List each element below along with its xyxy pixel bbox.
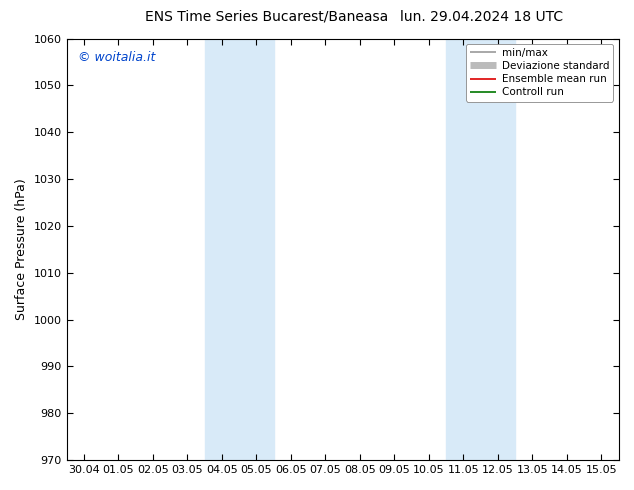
Text: ENS Time Series Bucarest/Baneasa: ENS Time Series Bucarest/Baneasa xyxy=(145,10,388,24)
Bar xyxy=(239,39,273,460)
Bar xyxy=(481,39,515,460)
Bar xyxy=(446,39,481,460)
Legend: min/max, Deviazione standard, Ensemble mean run, Controll run: min/max, Deviazione standard, Ensemble m… xyxy=(466,44,613,101)
Text: © woitalia.it: © woitalia.it xyxy=(77,51,155,64)
Bar xyxy=(205,39,239,460)
Text: lun. 29.04.2024 18 UTC: lun. 29.04.2024 18 UTC xyxy=(400,10,564,24)
Y-axis label: Surface Pressure (hPa): Surface Pressure (hPa) xyxy=(15,178,28,320)
